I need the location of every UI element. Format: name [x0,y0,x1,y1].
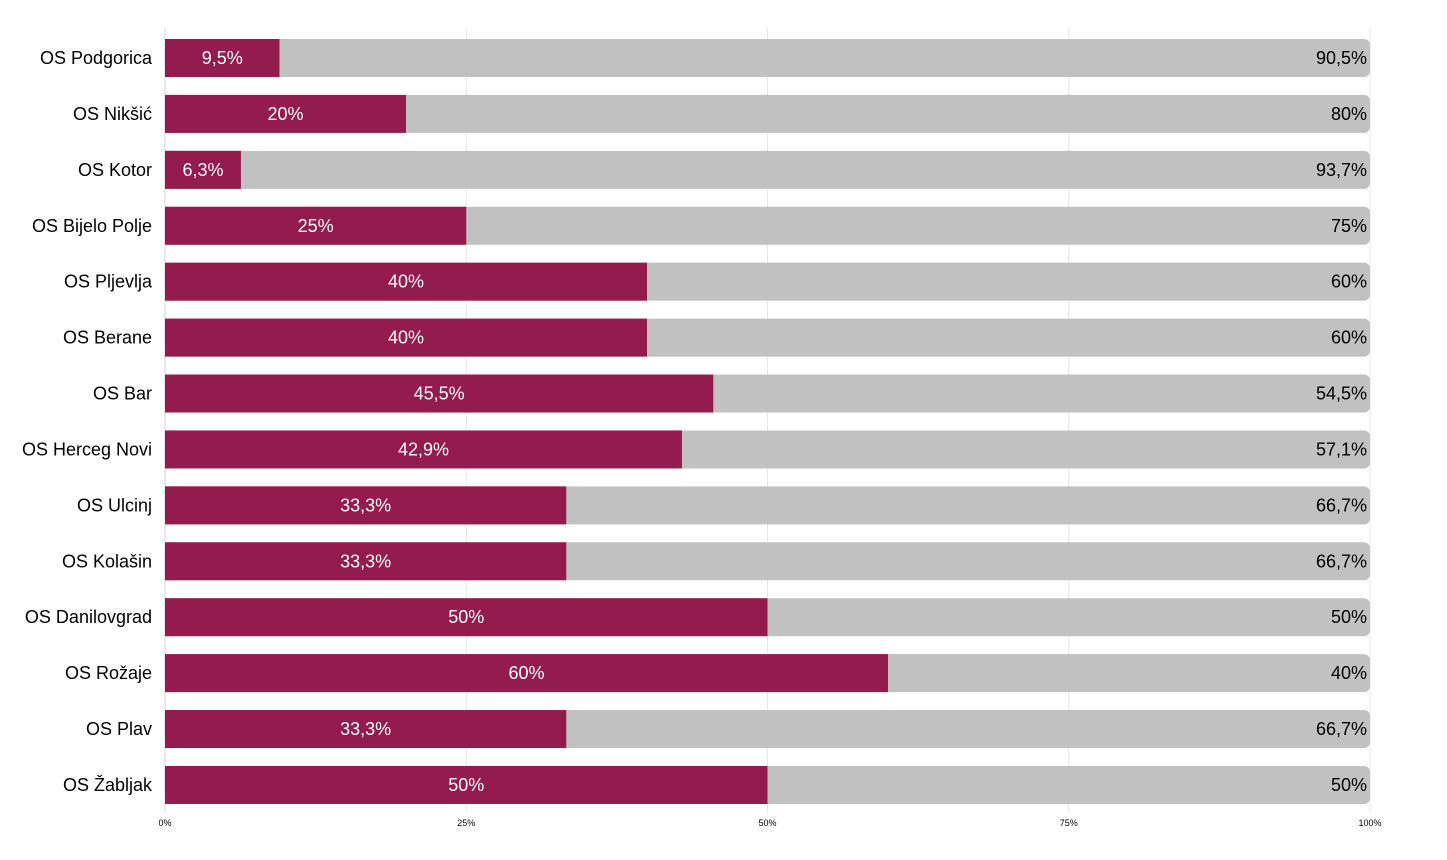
bar-segment-share [165,430,682,469]
category-label: OS Podgorica [40,48,153,68]
bar-segment-share [165,262,647,301]
data-label-share: 42,9% [398,439,449,459]
data-label-share: 60% [508,663,544,683]
data-label-remaining: 57,1% [1316,439,1367,459]
bar-segment-share [165,318,647,357]
bar-segment-share [165,94,406,133]
data-label-share: 6,3% [182,160,223,180]
data-label-share: 45,5% [414,384,465,404]
bar-segment-share [165,150,241,189]
x-tick-label: 100% [1358,818,1381,828]
bar-segment-share [165,374,714,413]
x-tick-label: 0% [158,818,171,828]
data-label-remaining: 66,7% [1316,551,1367,571]
data-label-remaining: 60% [1331,272,1367,292]
data-label-remaining: 80% [1331,104,1367,124]
category-label: OS Ulcinj [77,495,152,515]
category-label: OS Rožaje [65,663,152,683]
category-label: OS Nikšić [73,104,152,124]
bar-segment-share [165,486,567,525]
data-label-remaining: 50% [1331,775,1367,795]
data-label-remaining: 93,7% [1316,160,1367,180]
x-tick-label: 50% [758,818,776,828]
data-label-share: 50% [448,775,484,795]
data-label-share: 33,3% [340,719,391,739]
data-label-share: 33,3% [340,551,391,571]
category-label: OS Pljevlja [64,272,153,292]
x-tick-label: 75% [1060,818,1078,828]
bar-segment-remaining [165,39,1370,77]
data-label-share: 20% [267,104,303,124]
category-label: OS Berane [63,328,152,348]
category-label: OS Herceg Novi [22,439,152,459]
bar-segment-share [165,598,768,637]
bar-segment-remaining [165,150,1370,189]
category-label: OS Plav [86,719,152,739]
data-label-share: 50% [448,607,484,627]
bar-segment-share [165,710,567,749]
data-label-remaining: 60% [1331,328,1367,348]
data-label-remaining: 40% [1331,663,1367,683]
category-label: OS Bar [93,384,152,404]
data-label-share: 33,3% [340,495,391,515]
bar-segment-share [165,542,567,581]
category-label: OS Danilovgrad [25,607,152,627]
data-label-remaining: 54,5% [1316,384,1367,404]
category-label: OS Kolašin [62,551,152,571]
data-label-share: 40% [388,328,424,348]
bar-segment-share [165,654,888,693]
category-label: OS Bijelo Polje [32,216,152,236]
data-label-share: 25% [298,216,334,236]
data-label-remaining: 75% [1331,216,1367,236]
bar-segment-share [165,765,768,804]
bar-segment-share [165,39,280,77]
data-label-remaining: 50% [1331,607,1367,627]
data-label-remaining: 66,7% [1316,495,1367,515]
category-label: OS Kotor [78,160,152,180]
data-label-share: 9,5% [202,48,243,68]
data-label-remaining: 66,7% [1316,719,1367,739]
bar-segment-remaining [165,94,1370,133]
x-tick-label: 25% [457,818,475,828]
category-label: OS Žabljak [63,775,153,795]
bar-segment-share [165,206,467,245]
data-label-share: 40% [388,272,424,292]
data-label-remaining: 90,5% [1316,48,1367,68]
